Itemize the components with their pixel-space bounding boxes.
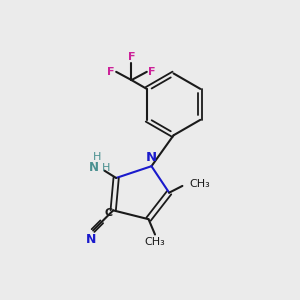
Text: F: F xyxy=(148,67,156,77)
Text: H: H xyxy=(93,152,101,162)
Text: C: C xyxy=(104,208,112,218)
Text: F: F xyxy=(128,52,135,62)
Text: F: F xyxy=(107,67,115,77)
Text: H: H xyxy=(102,163,111,173)
Text: N: N xyxy=(146,151,157,164)
Text: CH₃: CH₃ xyxy=(190,179,211,189)
Text: CH₃: CH₃ xyxy=(145,237,165,247)
Text: N: N xyxy=(88,161,98,174)
Text: N: N xyxy=(86,233,97,246)
